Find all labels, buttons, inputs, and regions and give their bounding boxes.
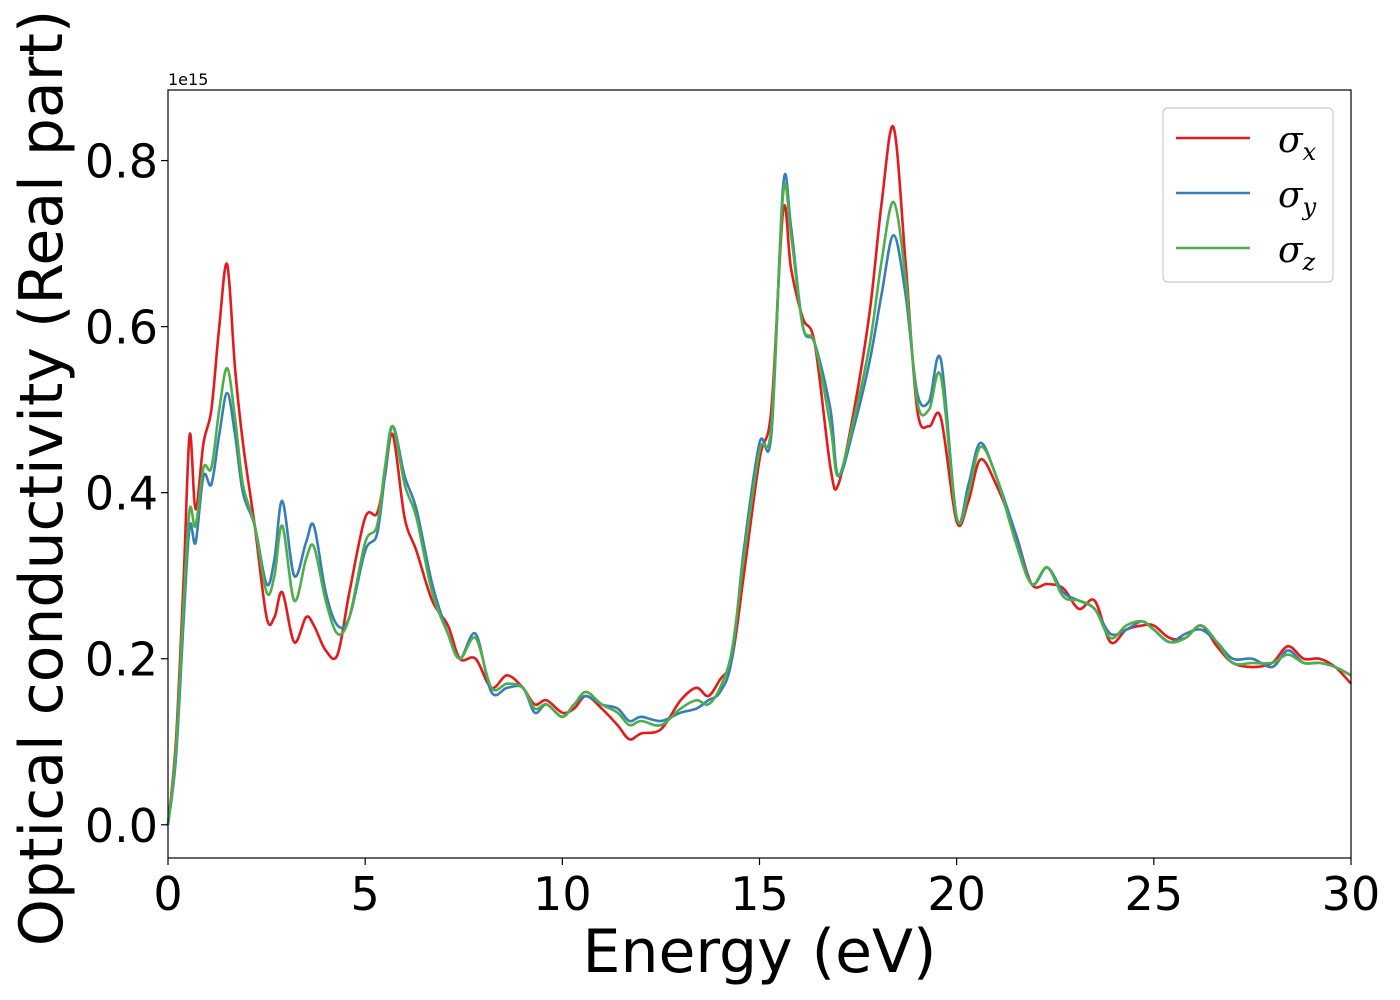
x-tick-label: 10 — [533, 867, 592, 921]
legend-label-z: σz — [1278, 230, 1316, 276]
y-tick-label: 0.0 — [85, 799, 158, 853]
series-line-z — [166, 182, 1352, 825]
x-axis: 0 5 10 15 20 25 30 — [153, 858, 1380, 921]
y-axis-title: Optical conductivity (Real part) — [7, 10, 77, 947]
y-tick-label: 0.8 — [85, 135, 158, 189]
x-tick-label: 0 — [153, 867, 182, 921]
series-layer — [166, 124, 1352, 825]
legend-label-x: σx — [1278, 120, 1317, 166]
y-axis: 0.0 0.2 0.4 0.6 0.8 — [85, 135, 168, 853]
y-offset-text: 1e15 — [168, 70, 208, 89]
x-axis-title: Energy (eV) — [583, 917, 937, 987]
x-tick-label: 30 — [1322, 867, 1381, 921]
legend: σx σy σz — [1162, 107, 1334, 283]
x-tick-label: 25 — [1125, 867, 1184, 921]
legend-label-y: σy — [1278, 175, 1317, 221]
x-tick-label: 5 — [351, 867, 380, 921]
series-line-x — [166, 124, 1352, 825]
y-tick-label: 0.2 — [85, 633, 158, 687]
x-tick-label: 20 — [927, 867, 986, 921]
y-tick-label: 0.4 — [85, 467, 158, 521]
y-tick-label: 0.6 — [85, 301, 158, 355]
legend-frame — [1162, 107, 1334, 283]
x-tick-label: 15 — [730, 867, 789, 921]
